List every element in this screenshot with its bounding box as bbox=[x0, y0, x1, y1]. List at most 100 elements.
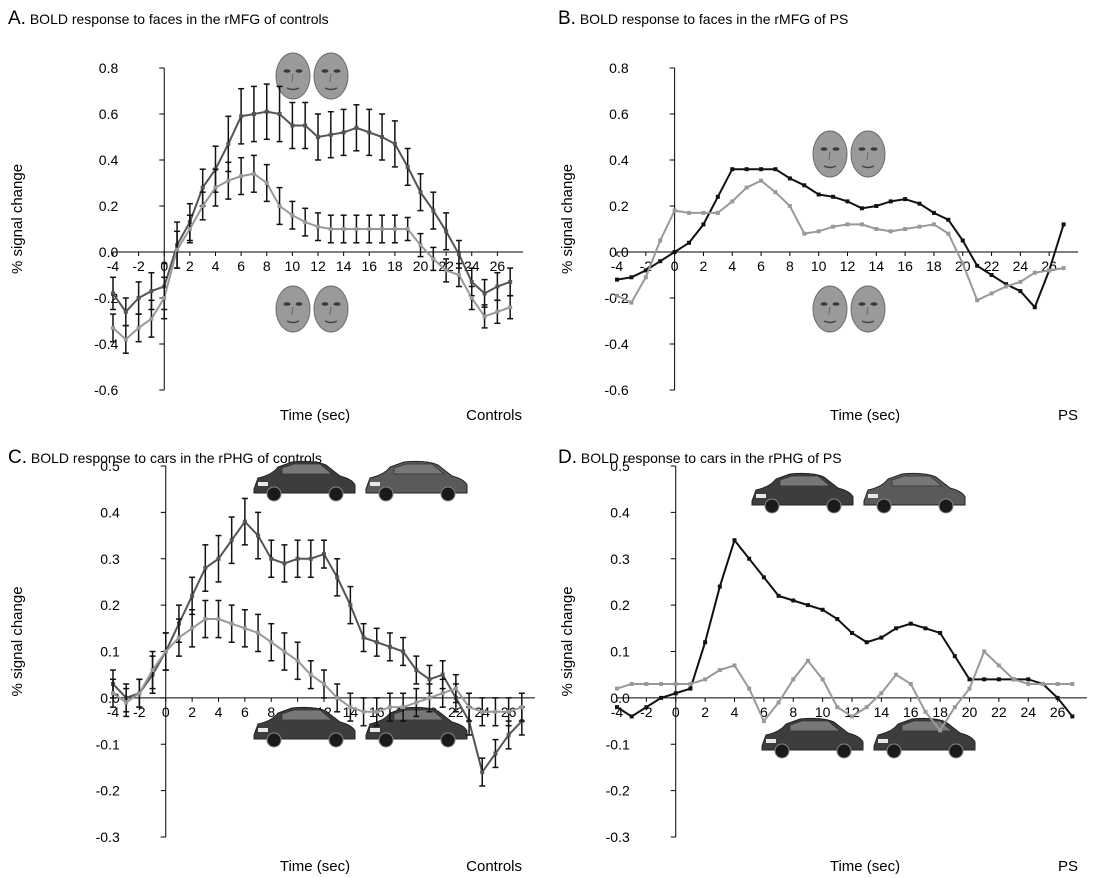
data-point bbox=[888, 199, 893, 204]
data-point bbox=[1040, 681, 1045, 686]
x-tick-label: 24 bbox=[1020, 704, 1036, 720]
x-tick-label: -4 bbox=[611, 704, 624, 720]
y-tick-label: 0.8 bbox=[609, 60, 629, 76]
x-tick-label: 12 bbox=[840, 258, 856, 274]
data-point bbox=[879, 691, 884, 696]
car-wheel-rear bbox=[948, 743, 964, 759]
data-point bbox=[888, 229, 893, 234]
mouth bbox=[286, 320, 300, 324]
data-point bbox=[380, 227, 385, 231]
data-point bbox=[427, 695, 432, 700]
data-point bbox=[149, 289, 154, 294]
data-point bbox=[615, 686, 619, 691]
eye-right bbox=[832, 302, 840, 306]
data-point bbox=[673, 691, 678, 696]
y-tick-label: 0.6 bbox=[99, 106, 119, 122]
data-point bbox=[256, 533, 261, 538]
data-point bbox=[672, 208, 677, 213]
data-point bbox=[303, 220, 308, 225]
series-line bbox=[616, 179, 1064, 304]
data-point bbox=[226, 178, 231, 183]
y-tick-label: 0.1 bbox=[610, 644, 630, 660]
y-tick-label: -0.1 bbox=[96, 736, 120, 752]
data-point bbox=[335, 575, 340, 580]
data-point bbox=[229, 621, 234, 626]
x-tick-label: 4 bbox=[212, 258, 220, 274]
data-point bbox=[894, 672, 899, 677]
car-icon bbox=[761, 717, 864, 759]
eye-left bbox=[858, 147, 866, 151]
data-point bbox=[295, 556, 300, 561]
data-point bbox=[440, 672, 445, 677]
x-tick-label: 16 bbox=[897, 258, 913, 274]
data-point bbox=[989, 273, 994, 277]
panel-letter: B. bbox=[558, 8, 576, 29]
x-tick-label: 20 bbox=[413, 258, 429, 274]
data-point bbox=[136, 325, 141, 330]
x-tick-label: 22 bbox=[984, 258, 1000, 274]
car-window bbox=[281, 463, 334, 475]
group-label: PS bbox=[1058, 858, 1078, 875]
data-point bbox=[672, 250, 677, 254]
data-point bbox=[732, 663, 737, 668]
data-point bbox=[401, 705, 406, 710]
car-body bbox=[751, 472, 854, 506]
car-wheel-rear bbox=[440, 486, 456, 502]
x-tick-label: 18 bbox=[387, 258, 403, 274]
eye-right bbox=[295, 69, 303, 73]
eye-left bbox=[820, 302, 828, 306]
data-point bbox=[879, 635, 884, 640]
data-point bbox=[673, 681, 678, 686]
data-point bbox=[894, 626, 899, 631]
panel-d: D. BOLD response to cars in the rPHG of … bbox=[550, 439, 1100, 878]
data-point bbox=[456, 252, 461, 257]
panel-letter: C. bbox=[8, 447, 27, 468]
y-tick-label: 0.8 bbox=[99, 60, 119, 76]
car-window bbox=[789, 720, 842, 732]
x-tick-label: 8 bbox=[267, 704, 275, 720]
data-point bbox=[864, 705, 869, 710]
y-tick-label: 0.1 bbox=[100, 644, 120, 660]
chart-plot: -0.3-0.2-0.10.00.10.20.30.40.5-4 -2 0 2 4 6 8 1… bbox=[559, 458, 1087, 875]
y-tick-label: 0.2 bbox=[100, 597, 120, 613]
x-tick-label: 8 bbox=[789, 704, 797, 720]
data-point bbox=[256, 630, 261, 635]
data-point bbox=[163, 649, 168, 654]
face-pair-icon bbox=[812, 285, 886, 333]
data-point bbox=[190, 593, 195, 598]
data-point bbox=[952, 654, 957, 659]
x-tick-label: 26 bbox=[1050, 704, 1066, 720]
x-tick-label: -2 bbox=[640, 704, 653, 720]
mouth bbox=[286, 87, 300, 91]
data-point bbox=[845, 222, 850, 227]
data-point bbox=[908, 621, 913, 626]
y-tick-label: 0.0 bbox=[610, 690, 630, 706]
data-point bbox=[239, 114, 244, 119]
data-point bbox=[820, 607, 825, 612]
face-icon bbox=[850, 285, 886, 333]
data-point bbox=[203, 566, 208, 571]
data-point bbox=[162, 296, 167, 300]
data-point bbox=[361, 635, 366, 640]
data-point bbox=[519, 705, 524, 710]
data-point bbox=[1026, 681, 1031, 686]
data-point bbox=[967, 677, 972, 682]
data-point bbox=[1003, 282, 1008, 287]
x-tick-label: 24 bbox=[464, 258, 480, 274]
face-icon bbox=[313, 52, 349, 100]
data-point bbox=[643, 275, 648, 280]
data-point bbox=[1070, 681, 1075, 686]
x-tick-label: 2 bbox=[701, 704, 709, 720]
data-point bbox=[482, 314, 487, 319]
car-pair-icon bbox=[253, 460, 468, 502]
face-pair-icon bbox=[812, 130, 886, 178]
panel-b: B. BOLD response to faces in the rMFG of… bbox=[550, 0, 1100, 439]
y-tick-label: -0.1 bbox=[606, 736, 630, 752]
data-point bbox=[467, 705, 472, 710]
y-tick-label: 0.2 bbox=[609, 198, 629, 214]
data-point bbox=[348, 603, 353, 608]
data-point bbox=[938, 630, 943, 635]
car-body bbox=[253, 460, 356, 494]
data-point bbox=[1061, 266, 1066, 271]
data-point bbox=[322, 681, 326, 686]
